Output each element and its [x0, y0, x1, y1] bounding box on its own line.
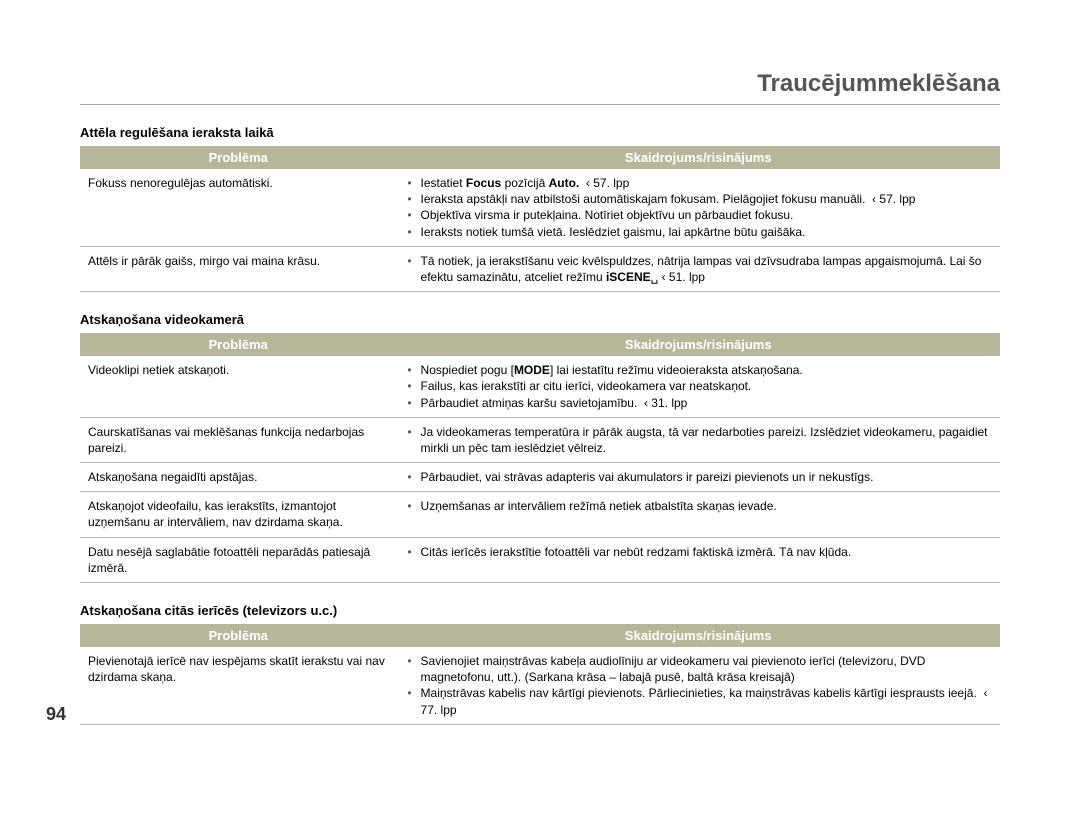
table-row: Videoklipi netiek atskaņoti. • Nospiediet … [80, 356, 1000, 417]
bullet-text: Maiņstrāvas kabelis nav kārtīgi pievieno… [421, 685, 992, 717]
problem-cell: Pievienotajā ierīcē nav iespējams skatīt… [80, 647, 397, 724]
table-row: Attēls ir pārāk gaišs, mirgo vai maina k… [80, 246, 1000, 291]
page-title: Traucējummeklēšana [80, 70, 1000, 98]
bullet-mark: • [405, 207, 415, 223]
problem-cell: Caurskatīšanas vai meklēšanas funkcija n… [80, 417, 397, 462]
bullet-mark: • [405, 191, 415, 207]
explanation-cell: • Nospiediet pogu [MODE] lai iestatītu re… [397, 356, 1000, 417]
table-row: Fokuss nenoregulējas automātiski. • Iestat… [80, 169, 1000, 246]
explanation-cell: • Ja videokameras temperatūra ir pārāk au… [397, 417, 1000, 462]
bullet-mark: • [405, 224, 415, 240]
title-rule [80, 104, 1000, 105]
bullet-text: Uzņemšanas ar intervāliem režīmā netiek … [421, 498, 992, 514]
problem-cell: Datu nesējā saglabātie fotoattēli neparā… [80, 537, 397, 582]
explanation-cell: • Uzņemšanas ar intervāliem režīmā netiek… [397, 492, 1000, 537]
explanation-cell: • Tā notiek, ja ierakstīšanu veic kvēlspu… [397, 246, 1000, 291]
bullet-mark: • [405, 175, 415, 191]
col-header-problem: Problēma [80, 333, 397, 356]
bullet-text: Citās ierīcēs ierakstītie fotoattēli var… [421, 544, 992, 560]
bullet-mark: • [405, 653, 415, 669]
bullet-text: Ieraksta apstākļi nav atbilstoši automāt… [421, 191, 992, 207]
col-header-explanation: Skaidrojums/risinājums [397, 624, 1000, 647]
bullet-text: Ieraksts notiek tumšā vietā. Ieslēdziet … [421, 224, 992, 240]
table-row: Caurskatīšanas vai meklēšanas funkcija n… [80, 417, 1000, 462]
bullet-mark: • [405, 378, 415, 394]
bullet-text: Savienojiet maiņstrāvas kabeļa audiolīni… [421, 653, 992, 685]
bullet-text: Iestatiet Focus pozīcijā Auto. ‹ 57. lpp [421, 175, 992, 191]
problem-cell: Atskaņojot videofailu, kas ierakstīts, i… [80, 492, 397, 537]
problem-cell: Videoklipi netiek atskaņoti. [80, 356, 397, 417]
explanation-cell: • Iestatiet Focus pozīcijā Auto. ‹ 57. lp… [397, 169, 1000, 246]
section-heading: Attēla regulēšana ieraksta laikā [80, 125, 1000, 140]
bullet-mark: • [405, 498, 415, 514]
col-header-problem: Problēma [80, 624, 397, 647]
bullet-text: Failus, kas ierakstīti ar citu ierīci, v… [421, 378, 992, 394]
troubleshooting-table: ProblēmaSkaidrojums/risinājumsVideoklipi… [80, 333, 1000, 583]
bullet-text: Nospiediet pogu [MODE] lai iestatītu rež… [421, 362, 992, 378]
bullet-text: Pārbaudiet, vai strāvas adapteris vai ak… [421, 469, 992, 485]
table-row: Pievienotajā ierīcē nav iespējams skatīt… [80, 647, 1000, 724]
section-heading: Atskaņošana citās ierīcēs (televizors u.… [80, 603, 1000, 618]
explanation-cell: • Savienojiet maiņstrāvas kabeļa audiolīn… [397, 647, 1000, 724]
bullet-mark: • [405, 253, 415, 269]
table-row: Atskaņojot videofailu, kas ierakstīts, i… [80, 492, 1000, 537]
problem-cell: Atskaņošana negaidīti apstājas. [80, 463, 397, 492]
table-row: Datu nesējā saglabātie fotoattēli neparā… [80, 537, 1000, 582]
table-row: Atskaņošana negaidīti apstājas. • Pārbaudi… [80, 463, 1000, 492]
page-number: 94 [46, 704, 66, 725]
problem-cell: Fokuss nenoregulējas automātiski. [80, 169, 397, 246]
col-header-problem: Problēma [80, 146, 397, 169]
bullet-mark: • [405, 395, 415, 411]
bullet-mark: • [405, 362, 415, 378]
troubleshooting-table: ProblēmaSkaidrojums/risinājumsPievienota… [80, 624, 1000, 725]
explanation-cell: • Pārbaudiet, vai strāvas adapteris vai a… [397, 463, 1000, 492]
bullet-text: Pārbaudiet atmiņas karšu savietojamību. … [421, 395, 992, 411]
col-header-explanation: Skaidrojums/risinājums [397, 146, 1000, 169]
bullet-mark: • [405, 544, 415, 560]
bullet-text: Ja videokameras temperatūra ir pārāk aug… [421, 424, 992, 456]
bullet-mark: • [405, 424, 415, 440]
section-heading: Atskaņošana videokamerā [80, 312, 1000, 327]
bullet-mark: • [405, 685, 415, 701]
troubleshooting-table: ProblēmaSkaidrojums/risinājumsFokuss nen… [80, 146, 1000, 292]
explanation-cell: • Citās ierīcēs ierakstītie fotoattēli va… [397, 537, 1000, 582]
bullet-text: Objektīva virsma ir putekļaina. Notīriet… [421, 207, 992, 223]
bullet-mark: • [405, 469, 415, 485]
col-header-explanation: Skaidrojums/risinājums [397, 333, 1000, 356]
problem-cell: Attēls ir pārāk gaišs, mirgo vai maina k… [80, 246, 397, 291]
bullet-text: Tā notiek, ja ierakstīšanu veic kvēlspul… [421, 253, 992, 285]
